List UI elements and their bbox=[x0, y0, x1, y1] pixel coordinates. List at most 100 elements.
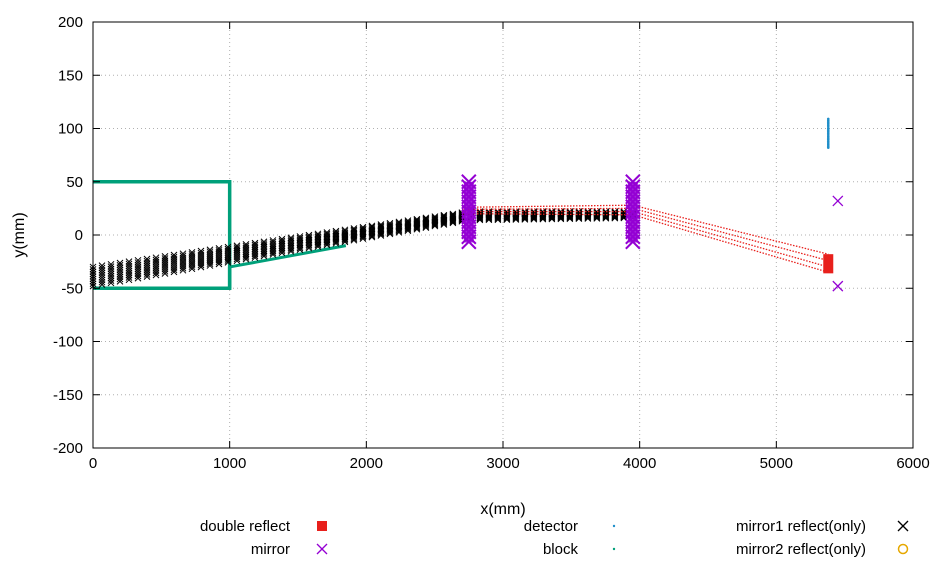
mirror1-reflect-point bbox=[332, 238, 340, 246]
mirror1-reflect-point bbox=[404, 226, 412, 233]
mirror1-reflect-point bbox=[575, 215, 583, 223]
mirror1-reflect-point bbox=[611, 214, 619, 222]
mirror1-reflect-point bbox=[305, 236, 313, 244]
mirror1-reflect-point bbox=[440, 219, 448, 227]
legend-label: detector bbox=[524, 518, 578, 535]
mirror1-reflect-point bbox=[314, 241, 322, 249]
plot-series bbox=[89, 117, 844, 292]
mirror1-reflect-point bbox=[98, 262, 106, 269]
mirror1-reflect-point bbox=[323, 238, 331, 246]
mirror1-reflect-point bbox=[98, 276, 106, 284]
legend-marker-dot bbox=[612, 547, 616, 551]
mirror1-reflect-point bbox=[215, 258, 223, 266]
mirror1-reflect-point bbox=[485, 215, 493, 223]
mirror1-reflect-point bbox=[242, 255, 250, 263]
mirror1-reflect-point bbox=[377, 230, 385, 238]
mirror1-reflect-point bbox=[98, 266, 106, 274]
x-tick-label: 2000 bbox=[350, 455, 383, 472]
mirror1-reflect-point bbox=[152, 271, 160, 279]
mirror1-reflect-point bbox=[224, 257, 232, 264]
mirror1-reflect-point bbox=[134, 274, 142, 282]
mirror1-reflect-point bbox=[386, 229, 394, 236]
mirror1-reflect-point bbox=[512, 216, 520, 223]
legend-label: mirror bbox=[251, 541, 290, 558]
mirror1-reflect-point bbox=[539, 213, 547, 221]
mirror1-reflect-point bbox=[512, 215, 520, 222]
double-reflect-ray bbox=[461, 213, 829, 273]
legend: double reflect mirror detector block mirror1… bbox=[200, 518, 909, 558]
double-reflect-endpoint bbox=[823, 254, 834, 274]
mirror1-reflect-point bbox=[584, 215, 592, 222]
mirror1-reflect-point bbox=[557, 213, 565, 221]
mirror1-reflect-point bbox=[485, 214, 493, 222]
mirror1-reflect-point bbox=[305, 231, 313, 239]
mirror1-reflect-point bbox=[602, 214, 610, 222]
mirror1-reflect-point bbox=[143, 273, 151, 280]
x-tick-label: 0 bbox=[89, 455, 97, 472]
mirror1-reflect-point bbox=[413, 224, 421, 232]
y-tick-label: 0 bbox=[75, 227, 83, 244]
mirror1-reflect-point bbox=[584, 214, 592, 222]
y-tick-label: 100 bbox=[58, 121, 83, 138]
mirror1-reflect-point bbox=[305, 241, 313, 249]
x-tick-label: 4000 bbox=[623, 455, 656, 472]
x-tick-label: 5000 bbox=[760, 455, 793, 472]
mirror1-reflect-point bbox=[98, 274, 106, 281]
mirror1-reflect-point bbox=[197, 261, 205, 269]
mirror1-reflect-point bbox=[377, 229, 385, 237]
mirror1-reflect-point bbox=[98, 269, 106, 277]
mirror1-reflect-point bbox=[305, 238, 313, 246]
mirror1-reflect-point bbox=[413, 223, 421, 231]
legend-label: block bbox=[543, 541, 579, 558]
mirror1-reflect-point bbox=[341, 235, 349, 243]
mirror-body bbox=[627, 181, 638, 243]
mirror1-reflect-point bbox=[359, 235, 367, 243]
mirror1-reflect-point bbox=[593, 212, 601, 220]
block-wedge bbox=[229, 244, 347, 269]
mirror1-reflect-point bbox=[98, 278, 106, 286]
mirror1-reflect-point bbox=[593, 214, 601, 221]
mirror1-reflect-point bbox=[593, 215, 601, 222]
mirror1-reflect-point bbox=[422, 223, 430, 230]
grid bbox=[93, 22, 913, 448]
mirror1-reflect-point bbox=[350, 236, 358, 244]
mirror1-reflect-point bbox=[575, 214, 583, 222]
mirror1-reflect-point bbox=[314, 233, 322, 241]
mirror1-reflect-point bbox=[611, 214, 619, 221]
mirror1-reflect-point bbox=[134, 272, 142, 280]
mirror1-reflect-point bbox=[269, 249, 277, 257]
mirror1-reflect-point bbox=[503, 215, 511, 222]
x-tick-label: 1000 bbox=[213, 455, 246, 472]
mirror1-reflect-point bbox=[368, 230, 376, 238]
legend-marker-x bbox=[897, 520, 909, 532]
mirror1-reflect-point bbox=[98, 264, 106, 272]
mirror1-reflect-point bbox=[440, 218, 448, 226]
mirror1-reflect-point bbox=[251, 254, 259, 262]
mirror1-reflect-point bbox=[377, 232, 385, 239]
mirror1-reflect-point bbox=[305, 235, 313, 242]
mirror1-reflect-point bbox=[332, 237, 340, 244]
mirror1-reflect-point bbox=[188, 265, 196, 273]
mirror1-reflect-point bbox=[494, 216, 502, 224]
mirror1-reflect-point bbox=[98, 271, 106, 279]
mirror1-reflect-point bbox=[305, 243, 313, 250]
mirror1-reflect-point bbox=[386, 230, 394, 238]
y-tick-label: 200 bbox=[58, 14, 83, 31]
mirror1-reflect-point bbox=[476, 216, 484, 224]
mirror1-reflect-point bbox=[107, 277, 115, 284]
mirror1-reflect-point bbox=[233, 257, 241, 265]
mirror1-reflect-point bbox=[548, 214, 556, 222]
mirror1-reflect-point bbox=[539, 214, 547, 222]
mirror1-reflect-point bbox=[476, 215, 484, 223]
mirror1-reflect-point bbox=[188, 263, 196, 271]
mirror1-reflect-point bbox=[548, 215, 556, 223]
mirror1-reflect-point bbox=[314, 235, 322, 242]
mirror1-reflect-point bbox=[332, 240, 340, 247]
x-tick-label: 3000 bbox=[486, 455, 519, 472]
mirror1-reflect-point bbox=[359, 232, 367, 240]
mirror1-reflect-point bbox=[323, 240, 331, 247]
mirror1-reflect-point bbox=[449, 219, 457, 227]
mirror1-reflect-point bbox=[494, 215, 502, 223]
legend-label: mirror2 reflect(only) bbox=[736, 541, 866, 558]
